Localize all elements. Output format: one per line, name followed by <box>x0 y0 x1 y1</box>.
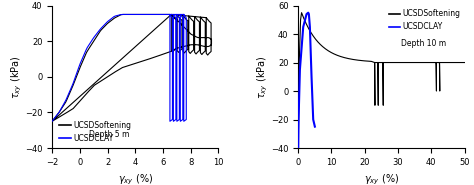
Y-axis label: $\tau_{xy}$ (kPa): $\tau_{xy}$ (kPa) <box>255 55 270 99</box>
Text: Depth 10 m: Depth 10 m <box>401 39 447 48</box>
Text: Depth 5 m: Depth 5 m <box>89 130 129 139</box>
X-axis label: $\gamma_{xy}$ (%): $\gamma_{xy}$ (%) <box>364 172 399 185</box>
Legend: UCSDSoftening, UCSDCLAY: UCSDSoftening, UCSDCLAY <box>389 9 461 31</box>
X-axis label: $\gamma_{xy}$ (%): $\gamma_{xy}$ (%) <box>118 172 153 185</box>
Y-axis label: $\tau_{xy}$ (kPa): $\tau_{xy}$ (kPa) <box>9 55 24 99</box>
Legend: UCSDSoftening, UCSDCLAY: UCSDSoftening, UCSDCLAY <box>59 121 131 143</box>
